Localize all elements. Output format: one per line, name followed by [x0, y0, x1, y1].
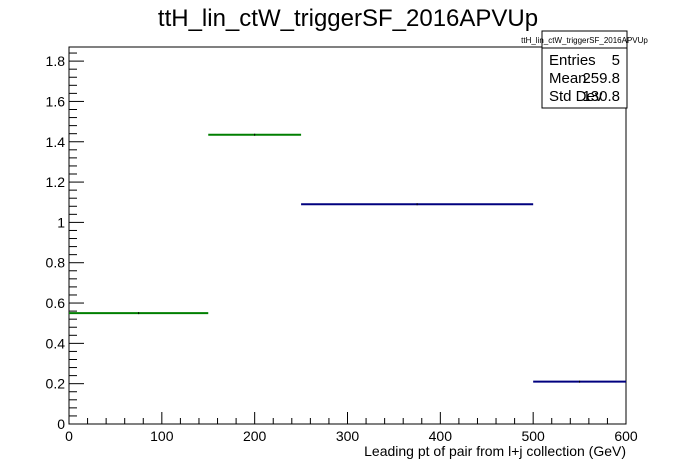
y-tick-label: 1.2: [46, 174, 66, 190]
y-axis-tick-labels: 0 0.2 0.4 0.6 0.8 1 1.2 1.4 1.6 1.8: [46, 53, 66, 432]
y-tick-label: 0.6: [46, 295, 66, 311]
y-tick-label: 1: [57, 214, 65, 230]
y-tick-label: 0: [57, 416, 65, 432]
stats-box-frame: [541, 30, 628, 109]
x-tick-label: 400: [429, 428, 453, 444]
y-tick-label: 1.8: [46, 53, 66, 69]
x-tick-label: 100: [150, 428, 174, 444]
stats-entries-value: 5: [612, 52, 620, 69]
stats-mean-value: 259.8: [582, 70, 620, 87]
histogram-bins: [69, 133, 626, 383]
x-axis-tick-labels: 0 100 200 300 400 500 600: [65, 428, 638, 444]
stats-box: ttH_lin_ctW_triggerSF_2016APVUp Entries …: [521, 30, 648, 109]
x-tick-label: 600: [614, 428, 638, 444]
x-tick-label: 300: [336, 428, 360, 444]
x-tick-label: 0: [65, 428, 73, 444]
y-tick-label: 0.4: [46, 335, 66, 351]
stats-mean-label: Mean: [549, 70, 587, 87]
y-tick-label: 0.8: [46, 255, 66, 271]
y-axis-ticks: [69, 52, 84, 425]
stats-box-title: ttH_lin_ctW_triggerSF_2016APVUp: [521, 36, 648, 45]
x-tick-label: 200: [243, 428, 267, 444]
x-axis-title: Leading pt of pair from l+j collection (…: [364, 443, 626, 459]
y-tick-label: 1.6: [46, 93, 66, 109]
x-tick-label: 500: [521, 428, 545, 444]
stats-stddev-value: 130.8: [582, 88, 620, 105]
x-axis-ticks: [68, 412, 627, 424]
stats-entries-label: Entries: [549, 52, 596, 69]
stats-stddev-label: Std Dev: [549, 88, 603, 105]
chart-title: ttH_lin_ctW_triggerSF_2016APVUp: [158, 5, 538, 32]
y-tick-label: 1.4: [46, 134, 66, 150]
y-tick-label: 0.2: [46, 376, 66, 392]
